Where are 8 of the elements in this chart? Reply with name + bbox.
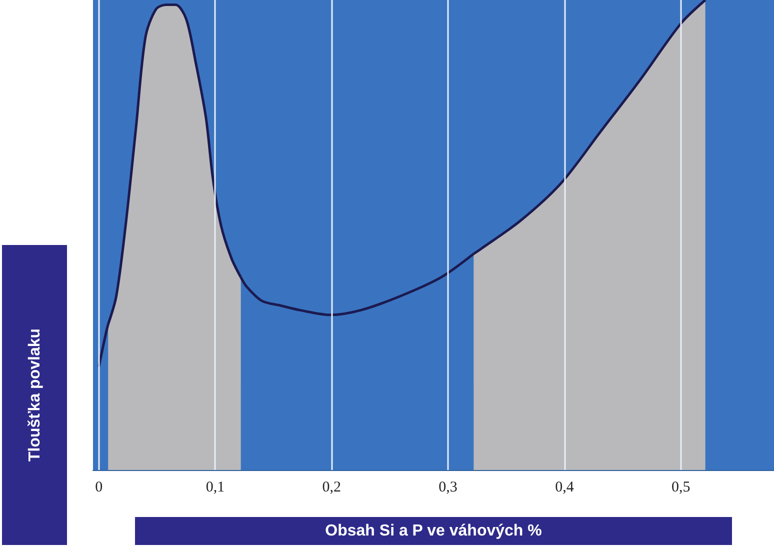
y-axis-title: Tloušťka povlaku [26,328,44,462]
x-tick-label: 0,5 [671,480,690,496]
x-tick-label: 0 [95,480,103,496]
x-tick-label: 0,2 [322,480,342,496]
x-axis-title: Obsah Si a P ve váhových % [325,522,542,540]
x-tick-label: 0,4 [555,480,574,496]
x-tick-label: 0,3 [438,480,458,496]
x-tick-label: 0,1 [206,480,225,496]
